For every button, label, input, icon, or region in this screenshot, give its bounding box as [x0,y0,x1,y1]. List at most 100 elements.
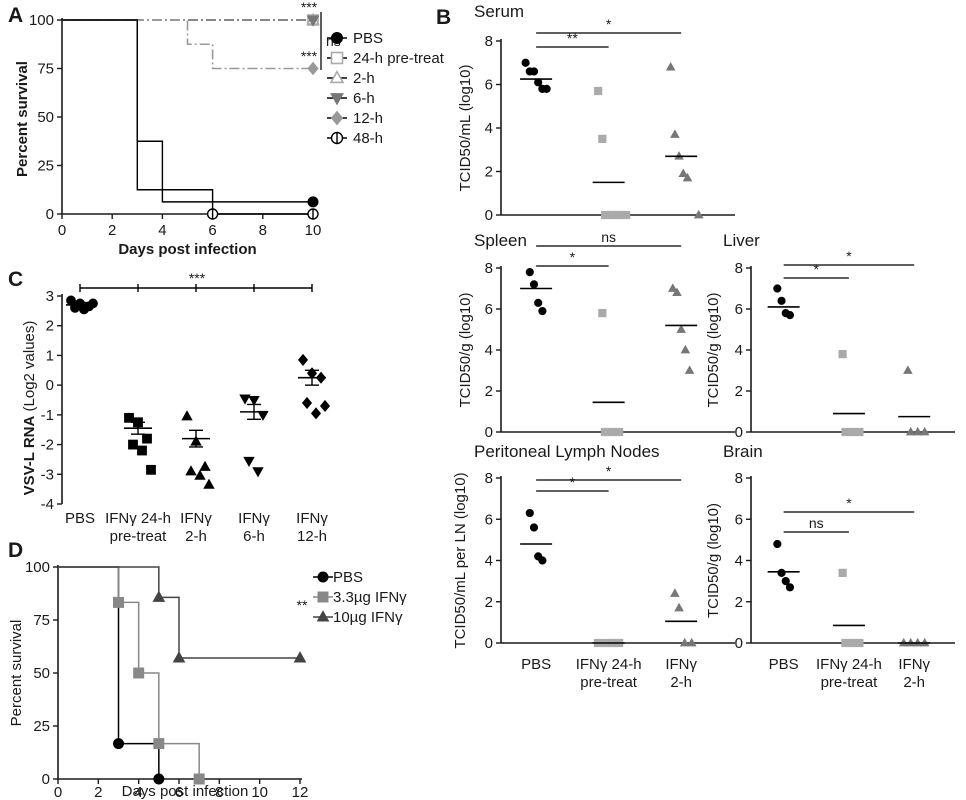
significance-label: * [570,474,576,490]
significance-label: * [846,248,852,264]
data-point [684,365,695,374]
data-point [525,268,534,277]
x-tick-label: 10 [305,222,322,239]
y-tick-label: 50 [37,109,54,126]
series-marker [293,651,307,663]
y-axis-title: Percent survival [8,620,25,727]
y-axis-title: TCID50/mL (log10) [457,65,474,192]
y-tick-label: 100 [29,12,54,29]
legend-marker [317,571,329,583]
panel-label-a: A [8,4,23,27]
y-tick-label: 6 [735,511,743,528]
significance-label: ns [809,515,824,531]
data-point [239,394,251,405]
legend-label: 3.3µg IFNγ [333,589,407,606]
data-point [838,350,847,359]
y-tick-label: 25 [33,718,50,735]
x-tick-label: 8 [259,222,267,239]
y-tick-label: 4 [485,553,493,570]
series-48h-drop-marker [206,208,219,220]
data-point [670,588,680,597]
data-point [88,298,98,309]
x-tick-label: 6 [175,784,183,800]
data-point [608,427,617,437]
significance-label: *** [301,48,318,64]
data-point [773,284,782,293]
category-label: IFNγ 12-h [296,510,328,545]
y-axis-title: TCID50/g (log10) [705,503,722,618]
y-tick-label: 6 [735,301,743,318]
data-point [538,306,547,316]
y-axis-title: VSV-L RNA (Log2 values) [21,321,38,496]
significance-label: * [570,249,576,265]
panel-a-survival-chart: 0 25 50 75 100 0 2 4 6 8 10 Days post infection Perc… [14,0,445,258]
x-tick-label: 8 [215,784,223,800]
data-point [598,309,607,318]
data-point [538,556,547,565]
category-label: PBS [521,656,551,673]
data-point [181,410,193,421]
data-point [529,523,539,532]
data-point [686,637,697,647]
data-point [243,456,255,467]
series-end-marker [307,196,319,208]
y-tick-label: 2 [46,318,54,335]
y-tick-label: 2 [735,383,743,400]
y-tick-label: 25 [37,158,54,175]
series-line [58,566,200,779]
panel-b-liver-chart: 0 2 4 6 8 Liver TCID50/g (log10) * * [705,231,955,441]
legend-label: 10µg IFNγ [333,609,403,626]
series-line [62,19,313,70]
series-marker [153,738,165,750]
series-end-marker [306,15,320,27]
panel-title: Brain [723,442,763,461]
panel-label-b: B [436,6,451,29]
category-label: IFNγ 2-h [665,656,697,691]
data-point [622,210,631,220]
y-tick-label: 0 [46,206,54,223]
data-point [529,280,539,289]
significance-label: * [814,261,820,277]
legend-marker [330,93,344,106]
data-point [672,287,682,296]
category-label: PBS [769,656,799,673]
category-label: IFNγ 2-h [898,656,930,691]
y-axis-title: TCID50/mL per LN (log10) [452,472,469,648]
data-point [608,210,617,220]
data-point [521,58,530,67]
data-point [301,396,313,410]
y-tick-label: 0 [485,635,493,652]
data-point [542,84,551,93]
y-tick-label: 4 [735,553,743,570]
y-tick-label: 8 [485,470,493,487]
panel-b-lymph-nodes-chart: 0 2 4 6 8 Peritoneal Lymph Nodes TCID50/mL per… [452,442,735,691]
legend-label: 48-h [353,130,383,147]
y-tick-label: 6 [485,301,493,318]
data-point [137,445,147,456]
legend-marker [317,591,329,603]
data-point [199,460,211,471]
data-point [678,168,689,178]
significance-label: * [606,463,612,479]
x-tick-label: 4 [158,222,166,239]
panel-c-rna-chart: -4 -3 -2 -1 0 1 2 3 VSV-L RNA (Log2 values) *** PB… [21,270,331,545]
legend-label: 6-h [353,90,375,107]
data-point [674,602,684,612]
data-point [670,129,680,138]
data-point [248,395,260,407]
data-point [838,568,847,577]
y-axis-title: Percent survival [14,61,31,177]
data-point [679,637,690,647]
x-tick-label: 2 [108,222,116,239]
x-tick-label: 0 [54,784,62,800]
x-tick-label: 0 [58,222,66,239]
data-point [185,465,197,476]
legend-label: 24-h pre-treat [353,50,445,67]
panel-label-c: C [8,268,23,291]
y-tick-label: 8 [485,33,493,50]
panel-b-brain-chart: 0 2 4 6 8 Brain TCID50/g (log10) ns * PBS IFNγ 24-… [705,442,955,691]
data-point [615,210,624,220]
y-tick-label: -3 [41,466,54,483]
